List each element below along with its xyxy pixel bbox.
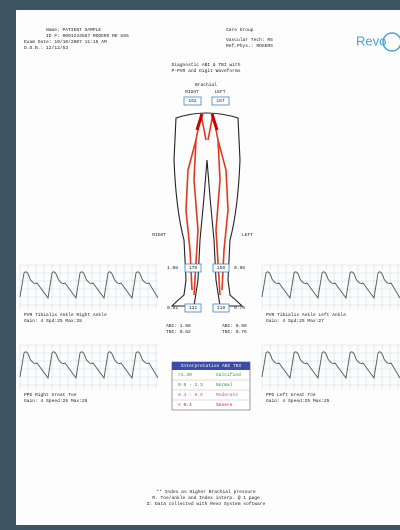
value-box bbox=[211, 96, 230, 106]
waveform bbox=[19, 271, 159, 300]
panel-settings: Gain: 4 Speed:25 Max:25 bbox=[266, 398, 330, 404]
side-label: RIGHT bbox=[152, 232, 166, 238]
panel-title: PPG Left Great Toe bbox=[266, 392, 316, 398]
ankle-index: 0.98 bbox=[234, 265, 245, 271]
panel-settings: Gain: 4 Spd:25 Max:27 bbox=[266, 318, 324, 324]
table-header bbox=[172, 362, 250, 370]
arteries bbox=[195, 113, 219, 131]
value-box bbox=[183, 96, 202, 106]
table-cell: < 0.4 bbox=[178, 402, 192, 408]
table-cell: 0.4 - 0.9 bbox=[178, 392, 203, 398]
waveform-panel bbox=[19, 264, 158, 309]
toe-pressure: 118 bbox=[217, 305, 226, 311]
panel-title: PVR Tibialis Ankle Right Ankle bbox=[24, 312, 107, 318]
leg-outline bbox=[170, 112, 244, 307]
brachial-label: Brachial bbox=[195, 82, 217, 88]
brachial-value: 157 bbox=[216, 98, 225, 104]
abi: ABI: 1.08 bbox=[166, 323, 191, 329]
report-page: Name: PATIENT SAMPLE ID #: 0001234567 RO… bbox=[16, 10, 400, 525]
footer-line: R. Toe/ankle and Index interp. @ 1 page bbox=[152, 495, 260, 501]
title: P-PVR and Digit Waveforms bbox=[172, 68, 241, 74]
value-box bbox=[212, 263, 230, 273]
toe-index: 0.82 bbox=[167, 305, 178, 311]
table-cell: 0.9 - 1.3 bbox=[178, 382, 203, 388]
header-line: ID #: 0001234567 ROGERS RE 555 bbox=[46, 33, 129, 39]
logo-mark bbox=[382, 32, 400, 52]
value-box bbox=[212, 303, 230, 313]
header-line: Vascular Tech: RS bbox=[226, 37, 273, 43]
footer-line: ** Index as Higher Brachial pressure bbox=[156, 489, 255, 495]
table-cell: Moderate bbox=[216, 392, 238, 398]
logo: Revo bbox=[356, 33, 386, 48]
tbi: TBI: 0.82 bbox=[166, 329, 191, 335]
tbi: TBI: 0.76 bbox=[222, 329, 247, 335]
arteries bbox=[185, 113, 229, 296]
footer-line: Z: Data collected with Revo System softw… bbox=[147, 501, 266, 507]
waveform bbox=[261, 351, 400, 380]
ankle-index: 1.08 bbox=[167, 265, 178, 271]
header-line: Care Group bbox=[226, 27, 254, 33]
brachial-value: 162 bbox=[188, 98, 197, 104]
value-box bbox=[184, 303, 202, 313]
side-label: RIGHT bbox=[185, 89, 199, 95]
panel-title: PPG Right Great Toe bbox=[24, 392, 77, 398]
header-line: Exam Date: 10/10/2007 11:15 AM bbox=[24, 39, 107, 45]
title: Diagnostic ABI & TBI with bbox=[172, 62, 241, 68]
header-line: Ref.Phys.: ROGERS bbox=[226, 43, 273, 49]
waveform-panel bbox=[261, 344, 400, 389]
panel-settings: Gain: 4 Speed:25 Max:25 bbox=[24, 398, 88, 404]
waveform bbox=[19, 351, 159, 380]
side-label: LEFT bbox=[242, 232, 253, 238]
table-cell: Normal bbox=[216, 382, 233, 388]
side-label: LEFT bbox=[214, 89, 225, 95]
table-cell: Calcified bbox=[216, 372, 241, 378]
abi: ABI: 0.98 bbox=[222, 323, 247, 329]
waveform bbox=[261, 271, 400, 300]
toe-pressure: 132 bbox=[189, 305, 198, 311]
header-line: Name: PATIENT SAMPLE bbox=[46, 27, 101, 33]
table-cell: Severe bbox=[216, 402, 233, 408]
report: Name: PATIENT SAMPLE ID #: 0001234567 RO… bbox=[19, 27, 400, 507]
table-cell: >1.30 bbox=[178, 372, 192, 378]
header-line: D.O.B.: 12/12/53 bbox=[24, 45, 68, 51]
ankle-pressure: 170 bbox=[189, 265, 198, 271]
table-header-text: Interpretation ABI TBI bbox=[181, 363, 242, 369]
ankle-pressure: 158 bbox=[217, 265, 226, 271]
toe-index: 0.76 bbox=[234, 305, 245, 311]
panel-title: PVR Tibialis Ankle Left Ankle bbox=[266, 312, 346, 318]
panel-settings: Gain: 4 Spd:25 Max:28 bbox=[24, 318, 82, 324]
value-box bbox=[184, 263, 202, 273]
